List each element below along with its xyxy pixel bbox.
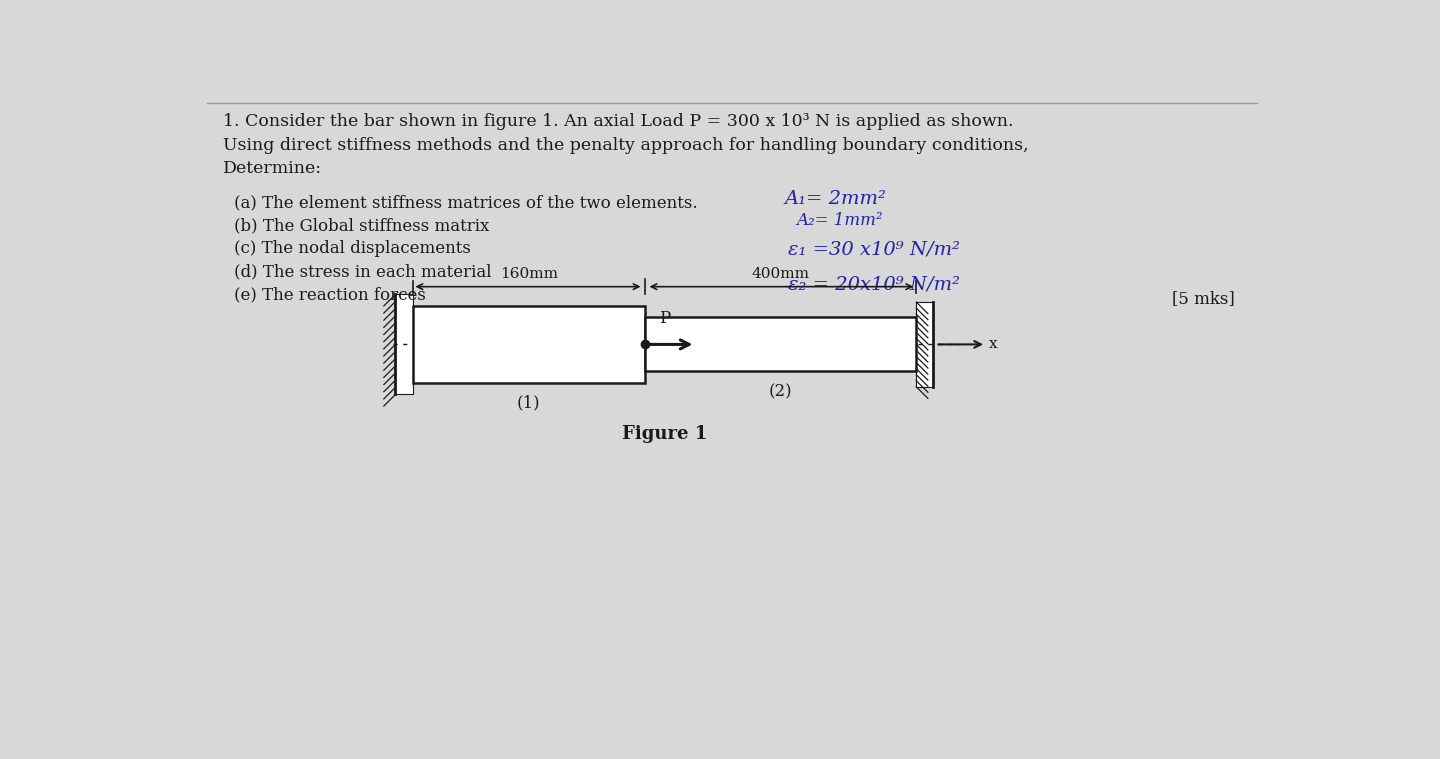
Text: (b) The Global stiffness matrix: (b) The Global stiffness matrix xyxy=(235,217,490,235)
Bar xyxy=(396,294,412,395)
Text: P: P xyxy=(658,310,670,327)
Text: Determine:: Determine: xyxy=(223,159,321,177)
Bar xyxy=(645,317,916,371)
Text: (1): (1) xyxy=(517,395,540,411)
Text: ε₂ = 20x10⁹ N/m²: ε₂ = 20x10⁹ N/m² xyxy=(788,275,960,293)
Text: (c) The nodal displacements: (c) The nodal displacements xyxy=(235,241,471,257)
Text: (d) The stress in each material: (d) The stress in each material xyxy=(235,263,491,281)
Text: (a) The element stiffness matrices of the two elements.: (a) The element stiffness matrices of th… xyxy=(235,194,698,211)
Text: (2): (2) xyxy=(769,383,792,400)
Text: A₂= 1mm²: A₂= 1mm² xyxy=(796,212,883,229)
Text: Figure 1: Figure 1 xyxy=(622,425,707,443)
Bar xyxy=(412,306,645,383)
Text: x: x xyxy=(988,338,996,351)
Text: (e) The reaction forces: (e) The reaction forces xyxy=(235,287,426,304)
Text: ε₁ =30 x10⁹ N/m²: ε₁ =30 x10⁹ N/m² xyxy=(788,241,960,259)
Text: 1. Consider the bar shown in figure 1. An axial Load P = 300 x 10³ N is applied : 1. Consider the bar shown in figure 1. A… xyxy=(223,113,1014,131)
Text: A₁= 2mm²: A₁= 2mm² xyxy=(785,191,887,209)
Bar xyxy=(916,302,933,387)
Text: [5 mks]: [5 mks] xyxy=(1172,291,1234,307)
Text: 160mm: 160mm xyxy=(500,267,557,282)
Text: Using direct stiffness methods and the penalty approach for handling boundary co: Using direct stiffness methods and the p… xyxy=(223,137,1028,153)
Text: 400mm: 400mm xyxy=(752,267,809,282)
